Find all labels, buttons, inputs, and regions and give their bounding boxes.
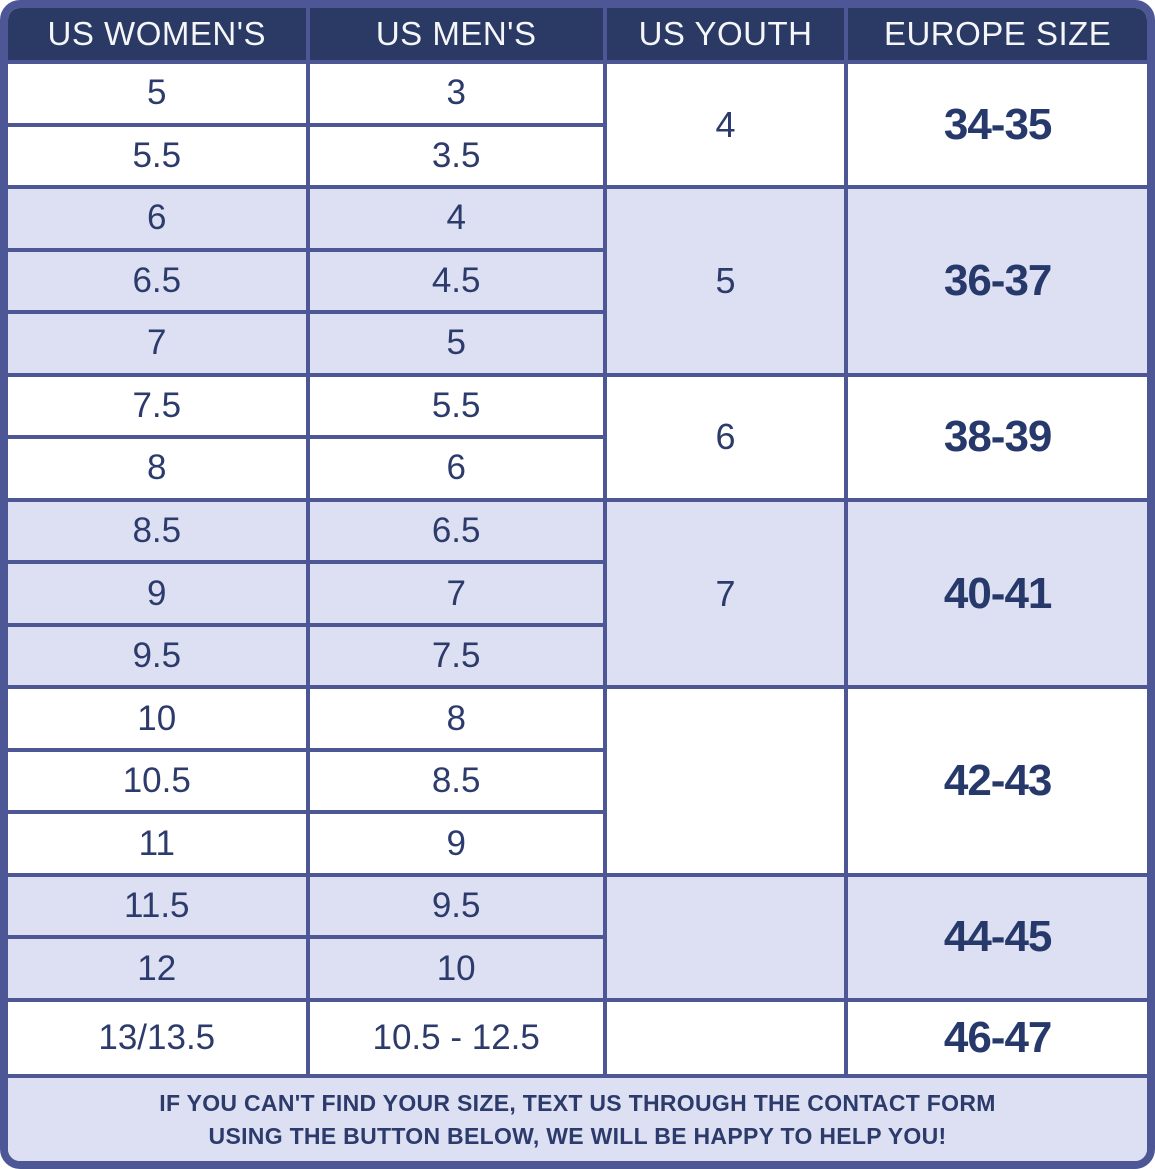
table-row: 8 6 bbox=[8, 435, 1147, 502]
europe-size-cell: 40-41 bbox=[844, 497, 1147, 690]
youth-size-cell bbox=[602, 872, 849, 1002]
womens-size-cell: 5 bbox=[8, 60, 310, 127]
table-row: 7 5 bbox=[8, 310, 1147, 377]
womens-size-cell: 6 bbox=[8, 185, 310, 252]
footer-note: IF YOU CAN'T FIND YOUR SIZE, TEXT US THR… bbox=[8, 1074, 1147, 1161]
col-header-europe: EUROPE SIZE bbox=[844, 8, 1147, 64]
europe-size-cell: 36-37 bbox=[844, 185, 1147, 377]
europe-size-cell: 44-45 bbox=[844, 872, 1147, 1002]
table-row: 6.5 4.5 bbox=[8, 247, 1147, 315]
womens-size-cell: 13/13.5 bbox=[8, 997, 310, 1074]
mens-size-cell: 3.5 bbox=[305, 122, 607, 190]
table-row: 11.5 9.5 44-45 bbox=[8, 872, 1147, 1002]
mens-size-cell: 7.5 bbox=[305, 622, 607, 690]
womens-size-cell: 12 bbox=[8, 935, 310, 1002]
womens-size-cell: 8 bbox=[8, 435, 310, 502]
mens-size-cell: 5.5 bbox=[305, 372, 607, 440]
mens-size-cell: 5 bbox=[305, 310, 607, 377]
mens-size-cell: 10 bbox=[305, 935, 607, 1002]
womens-size-cell: 7 bbox=[8, 310, 310, 377]
womens-size-cell: 5.5 bbox=[8, 122, 310, 190]
header-row: US WOMEN'S US MEN'S US YOUTH EUROPE SIZE bbox=[8, 8, 1147, 64]
mens-size-cell: 7 bbox=[305, 560, 607, 627]
footer-note-line1: IF YOU CAN'T FIND YOUR SIZE, TEXT US THR… bbox=[159, 1090, 996, 1117]
mens-size-cell: 10.5 - 12.5 bbox=[305, 997, 607, 1074]
table-row: 12 10 bbox=[8, 935, 1147, 1002]
womens-size-cell: 11.5 bbox=[8, 872, 310, 940]
mens-size-cell: 9 bbox=[305, 810, 607, 877]
col-header-us-youth: US YOUTH bbox=[602, 8, 849, 64]
womens-size-cell: 9 bbox=[8, 560, 310, 627]
europe-size-cell: 34-35 bbox=[844, 59, 1147, 190]
youth-size-cell: 5 bbox=[602, 185, 849, 377]
youth-size-cell bbox=[602, 685, 849, 877]
table-row: 11 9 bbox=[8, 810, 1147, 877]
youth-size-cell bbox=[602, 997, 849, 1074]
mens-size-cell: 8 bbox=[305, 685, 607, 752]
table-row: 10.5 8.5 bbox=[8, 747, 1147, 815]
table-row: 8.5 6.5 7 40-41 bbox=[8, 497, 1147, 690]
youth-size-cell: 6 bbox=[602, 372, 849, 502]
europe-size-cell: 42-43 bbox=[844, 685, 1147, 877]
mens-size-cell: 4.5 bbox=[305, 247, 607, 315]
table-row: 9 7 bbox=[8, 560, 1147, 627]
table-row: 9.5 7.5 bbox=[8, 622, 1147, 690]
youth-size-cell: 4 bbox=[602, 59, 849, 190]
col-header-us-mens: US MEN'S bbox=[305, 8, 607, 64]
mens-size-cell: 6 bbox=[305, 435, 607, 502]
mens-size-cell: 8.5 bbox=[305, 747, 607, 815]
table-row: 13/13.5 10.5 - 12.5 46-47 bbox=[8, 997, 1147, 1074]
col-header-us-womens: US WOMEN'S bbox=[8, 8, 310, 64]
europe-size-cell: 38-39 bbox=[844, 372, 1147, 502]
footer-note-line2: USING THE BUTTON BELOW, WE WILL BE HAPPY… bbox=[208, 1122, 947, 1149]
womens-size-cell: 8.5 bbox=[8, 497, 310, 565]
table-row: 6 4 5 36-37 bbox=[8, 185, 1147, 377]
mens-size-cell: 9.5 bbox=[305, 872, 607, 940]
size-conversion-table: US WOMEN'S US MEN'S US YOUTH EUROPE SIZE… bbox=[8, 8, 1147, 1074]
table-row: 7.5 5.5 6 38-39 bbox=[8, 372, 1147, 502]
youth-size-cell: 7 bbox=[602, 497, 849, 690]
table-row: 5 3 4 34-35 bbox=[8, 59, 1147, 190]
womens-size-cell: 11 bbox=[8, 810, 310, 877]
europe-size-cell: 46-47 bbox=[844, 997, 1147, 1074]
womens-size-cell: 6.5 bbox=[8, 247, 310, 315]
womens-size-cell: 10.5 bbox=[8, 747, 310, 815]
womens-size-cell: 9.5 bbox=[8, 622, 310, 690]
mens-size-cell: 6.5 bbox=[305, 497, 607, 565]
table-row: 10 8 42-43 bbox=[8, 685, 1147, 877]
womens-size-cell: 7.5 bbox=[8, 372, 310, 440]
table-row: 5.5 3.5 bbox=[8, 122, 1147, 190]
mens-size-cell: 3 bbox=[305, 60, 607, 127]
mens-size-cell: 4 bbox=[305, 185, 607, 252]
womens-size-cell: 10 bbox=[8, 685, 310, 752]
